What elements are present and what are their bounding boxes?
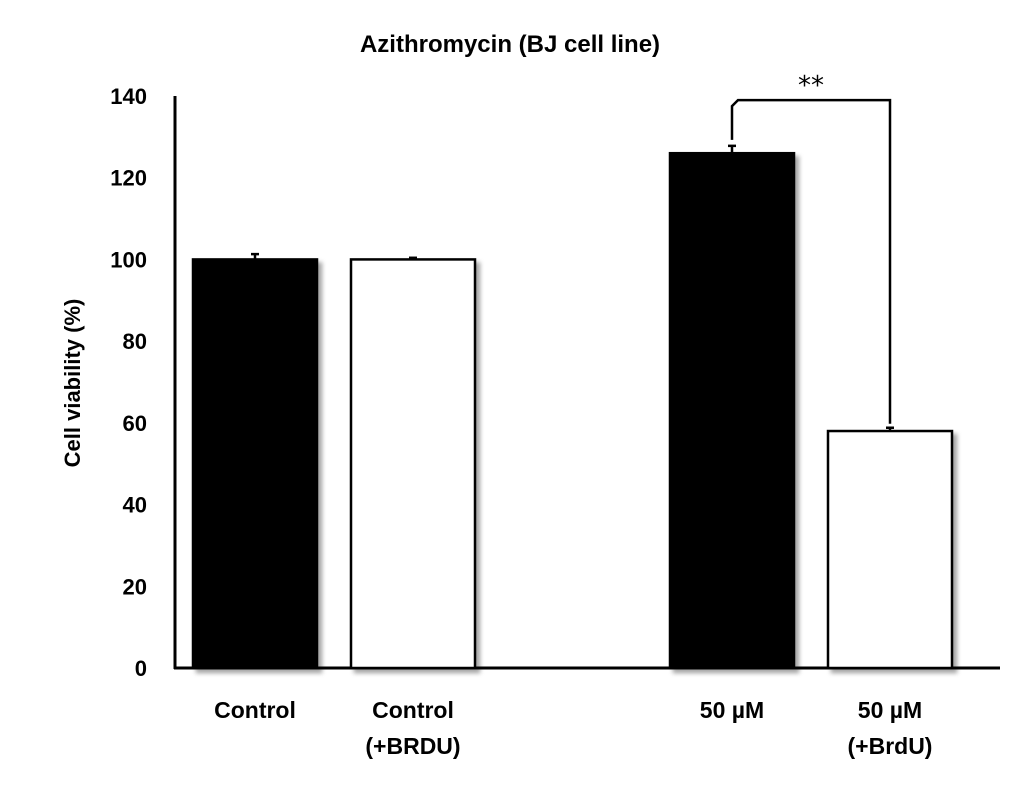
bar — [826, 429, 954, 670]
x-tick-label-line2: (+BRDU) — [365, 733, 460, 759]
y-tick-label: 140 — [110, 84, 147, 109]
x-tick-label: Control — [372, 697, 454, 723]
y-tick-label: 20 — [123, 574, 147, 599]
y-tick-label: 40 — [123, 493, 147, 518]
bar — [191, 258, 319, 670]
y-tick-label: 120 — [110, 166, 147, 191]
y-tick-label: 60 — [123, 411, 147, 436]
y-tick-label: 0 — [135, 656, 147, 681]
significance-marker: ** — [798, 71, 824, 101]
y-axis-label: Cell viability (%) — [60, 299, 85, 468]
chart-title: Azithromycin (BJ cell line) — [360, 31, 660, 58]
bar — [668, 151, 796, 670]
bars-group — [191, 144, 954, 670]
x-tick-label-line2: (+BrdU) — [848, 733, 933, 759]
labels-group: Control Control (+BRDU) 50 µM 50 µM (+BrdU) ** — [214, 71, 932, 759]
y-tick-label: 100 — [110, 247, 147, 272]
y-tick-label: 80 — [123, 329, 147, 354]
x-tick-label: Control — [214, 697, 296, 723]
bar — [349, 258, 477, 670]
x-tick-label: 50 µM — [700, 697, 764, 723]
x-tick-label: 50 µM — [858, 697, 922, 723]
significance-bracket — [730, 98, 892, 424]
